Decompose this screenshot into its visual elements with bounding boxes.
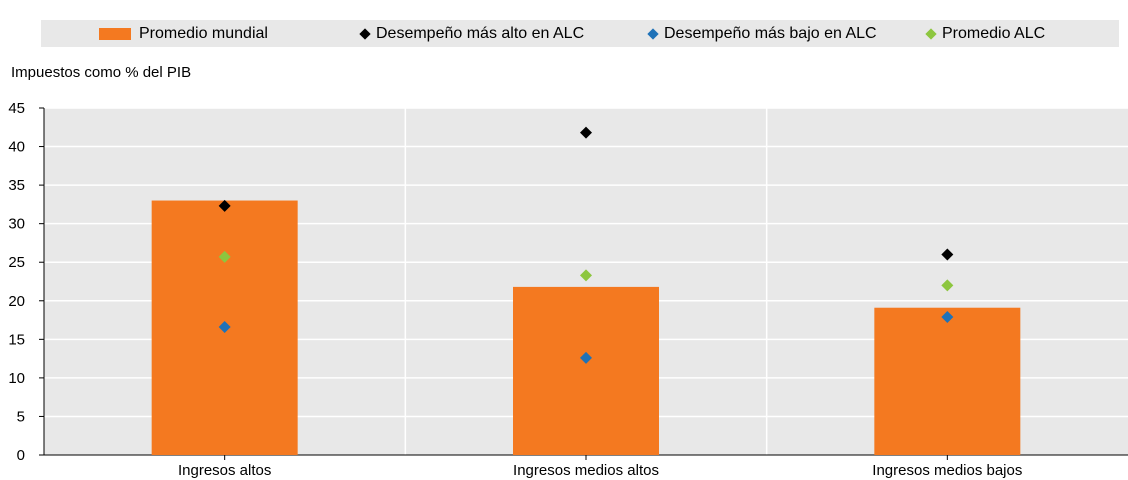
bar (874, 307, 1021, 455)
data-point-diamond (580, 351, 592, 364)
data-point-diamond (941, 310, 954, 323)
y-tick-label: 0 (17, 447, 25, 464)
y-tick-label: 20 (8, 293, 25, 310)
legend-label: Desempeño más alto en ALC (376, 24, 585, 42)
y-tick-label: 5 (17, 408, 25, 425)
y-tick-label: 30 (8, 216, 25, 233)
legend-item-promedio-mundial: Promedio mundial (99, 20, 268, 47)
y-tick-label: 15 (8, 331, 25, 348)
legend-bar-swatch (99, 27, 131, 40)
data-point-diamond (218, 250, 231, 263)
y-tick-label: 10 (8, 370, 25, 387)
x-tick-label: Ingresos medios bajos (872, 462, 1022, 479)
y-tick-label: 45 (8, 100, 25, 117)
y-tick-label: 35 (8, 177, 25, 194)
y-tick-label: 25 (8, 254, 25, 271)
y-axis-label: Impuestos como % del PIB (11, 64, 192, 81)
data-point-diamond (941, 248, 954, 261)
legend-item-desempeno-bajo: Desempeño más bajo en ALC (647, 20, 877, 47)
legend-item-desempeno-alto: Desempeño más alto en ALC (359, 20, 585, 47)
legend-item-promedio-alc: Promedio ALC (925, 20, 1046, 47)
data-point-diamond (941, 279, 954, 292)
x-tick-label: Ingresos medios altos (513, 462, 659, 479)
data-point-diamond (218, 320, 231, 333)
legend-label: Promedio ALC (942, 24, 1046, 42)
data-point-diamond (580, 269, 592, 282)
legend-label: Desempeño más bajo en ALC (664, 24, 877, 42)
data-point-diamond (580, 126, 592, 139)
x-tick-label: Ingresos altos (178, 462, 271, 479)
bar (513, 286, 659, 455)
y-tick-label: 40 (8, 139, 25, 156)
data-point-diamond (218, 199, 231, 212)
legend: Promedio mundial Desempeño más alto en A… (41, 20, 1119, 47)
legend-label: Promedio mundial (139, 24, 268, 42)
